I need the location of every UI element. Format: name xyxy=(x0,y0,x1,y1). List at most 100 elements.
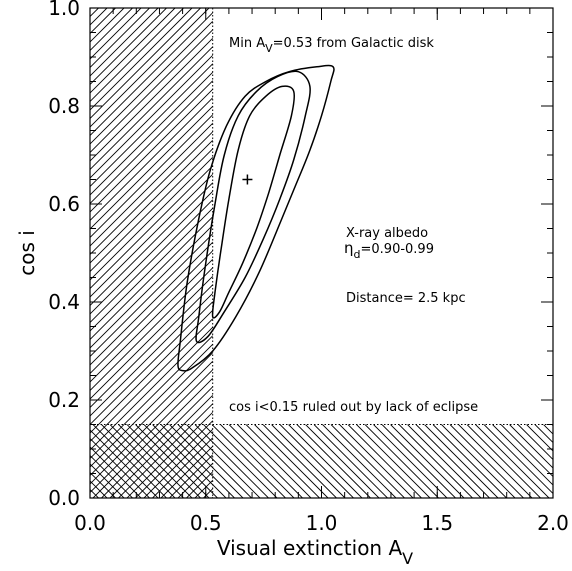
hatch-line xyxy=(552,8,572,498)
hatch-line xyxy=(186,424,261,498)
contour-outer xyxy=(177,64,335,372)
hatch-line xyxy=(364,424,439,498)
hatch-line xyxy=(561,425,572,499)
hatch-line xyxy=(92,377,213,498)
hatch-line xyxy=(381,424,456,498)
hatch-line xyxy=(90,156,213,281)
hatch-line xyxy=(90,241,213,366)
hatch-line xyxy=(90,309,213,434)
hatch-line xyxy=(237,424,312,498)
hatch-line xyxy=(90,8,91,9)
hatch-line xyxy=(296,424,371,498)
hatch-line xyxy=(177,424,252,498)
hatch-line xyxy=(347,424,422,498)
hatch-line xyxy=(517,424,553,461)
hatch-line xyxy=(90,352,213,477)
axis-ticks xyxy=(89,7,554,499)
hatch-line xyxy=(90,20,213,145)
x-tick-label: 0.5 xyxy=(190,511,222,535)
eclipse-annotation: cos i<0.15 ruled out by lack of eclipse xyxy=(229,400,478,415)
x-axis-label: Visual extinction AV xyxy=(217,536,413,568)
hatch-line xyxy=(432,424,507,498)
hatch-line xyxy=(90,37,213,162)
hatch-line xyxy=(339,424,414,498)
hatch-line xyxy=(194,424,269,498)
hatch-line xyxy=(203,424,278,498)
hatch-line xyxy=(118,403,213,498)
hatch-line xyxy=(90,318,213,443)
hatch-line xyxy=(109,424,184,498)
hatch-line xyxy=(534,424,553,444)
hatch-line xyxy=(262,424,337,498)
hatch-line xyxy=(398,424,473,498)
hatch-line xyxy=(92,424,167,498)
hatch-line xyxy=(356,424,431,498)
hatch-line xyxy=(90,369,213,494)
hatch-line xyxy=(90,46,213,171)
hatch-line xyxy=(90,224,213,349)
hatch-line xyxy=(90,8,184,103)
y-tick-label: 0.6 xyxy=(48,192,80,216)
x-tick-label: 1.0 xyxy=(306,511,338,535)
hatch-line xyxy=(90,8,201,120)
hatch-line xyxy=(90,71,213,196)
hatch-line xyxy=(126,424,201,498)
hatch-line xyxy=(211,424,286,498)
hatch-line xyxy=(169,424,244,498)
y-tick-label: 0.2 xyxy=(48,388,80,412)
hatch-line xyxy=(313,424,388,498)
y-axis-label: cos i xyxy=(15,230,39,276)
hatch-line xyxy=(288,424,363,498)
hatch-line xyxy=(509,424,553,469)
hatch-line xyxy=(551,424,553,427)
hatch-line xyxy=(118,424,193,498)
hatch-line xyxy=(90,343,213,468)
hatch-line xyxy=(449,424,524,498)
hatch-line xyxy=(90,173,213,298)
hatch-line xyxy=(510,8,572,498)
contour-middle xyxy=(195,70,311,344)
hatch-line xyxy=(90,8,193,111)
hatch-line xyxy=(90,139,213,264)
y-tick-label: 0.8 xyxy=(48,94,80,118)
hatch-line xyxy=(90,429,159,498)
hatch-line xyxy=(90,207,213,332)
hatch-line xyxy=(90,165,213,290)
hatch-line xyxy=(90,12,213,137)
eta-annotation: ηd=0.90-0.99 xyxy=(344,239,434,261)
hatch-line xyxy=(90,471,116,498)
hatch-line xyxy=(228,424,303,498)
hatch-line xyxy=(254,424,329,498)
x-tick-label: 0.0 xyxy=(74,511,106,535)
hatch-line xyxy=(143,424,218,498)
hatch-line xyxy=(90,437,150,498)
y-tick-label: 0.0 xyxy=(48,486,80,510)
hatch-line xyxy=(424,424,499,498)
hatch-line xyxy=(543,424,553,435)
hatch-line xyxy=(220,424,295,498)
hatch-line xyxy=(466,424,541,498)
x-tick-label: 1.5 xyxy=(421,511,453,535)
hatch-line xyxy=(322,424,397,498)
tick-labels: 0.0 0.5 1.0 1.5 2.0 0.0 0.2 0.4 0.6 0.8 1.0 xyxy=(48,0,569,535)
distance-annotation: Distance= 2.5 kpc xyxy=(346,291,466,306)
hatch-line xyxy=(90,148,213,273)
y-tick-label: 0.4 xyxy=(48,290,80,314)
hatch-line xyxy=(90,454,133,498)
hatch-line xyxy=(561,8,572,498)
hatch-line xyxy=(90,80,213,205)
albedo-title: X-ray albedo xyxy=(346,226,428,241)
hatch-line xyxy=(90,8,176,94)
hatch-line xyxy=(441,424,516,498)
hatch-line xyxy=(475,424,550,498)
hatch-line xyxy=(90,480,108,498)
hatch-line xyxy=(245,424,320,498)
hatch-line xyxy=(101,386,213,498)
hatch-line xyxy=(390,424,465,498)
hatch-line xyxy=(90,463,125,498)
hatch-line xyxy=(526,424,553,452)
hatch-line xyxy=(279,424,354,498)
hatch-line xyxy=(109,394,213,498)
hatch-no-eclipse xyxy=(90,424,572,499)
hatch-line xyxy=(90,190,213,315)
